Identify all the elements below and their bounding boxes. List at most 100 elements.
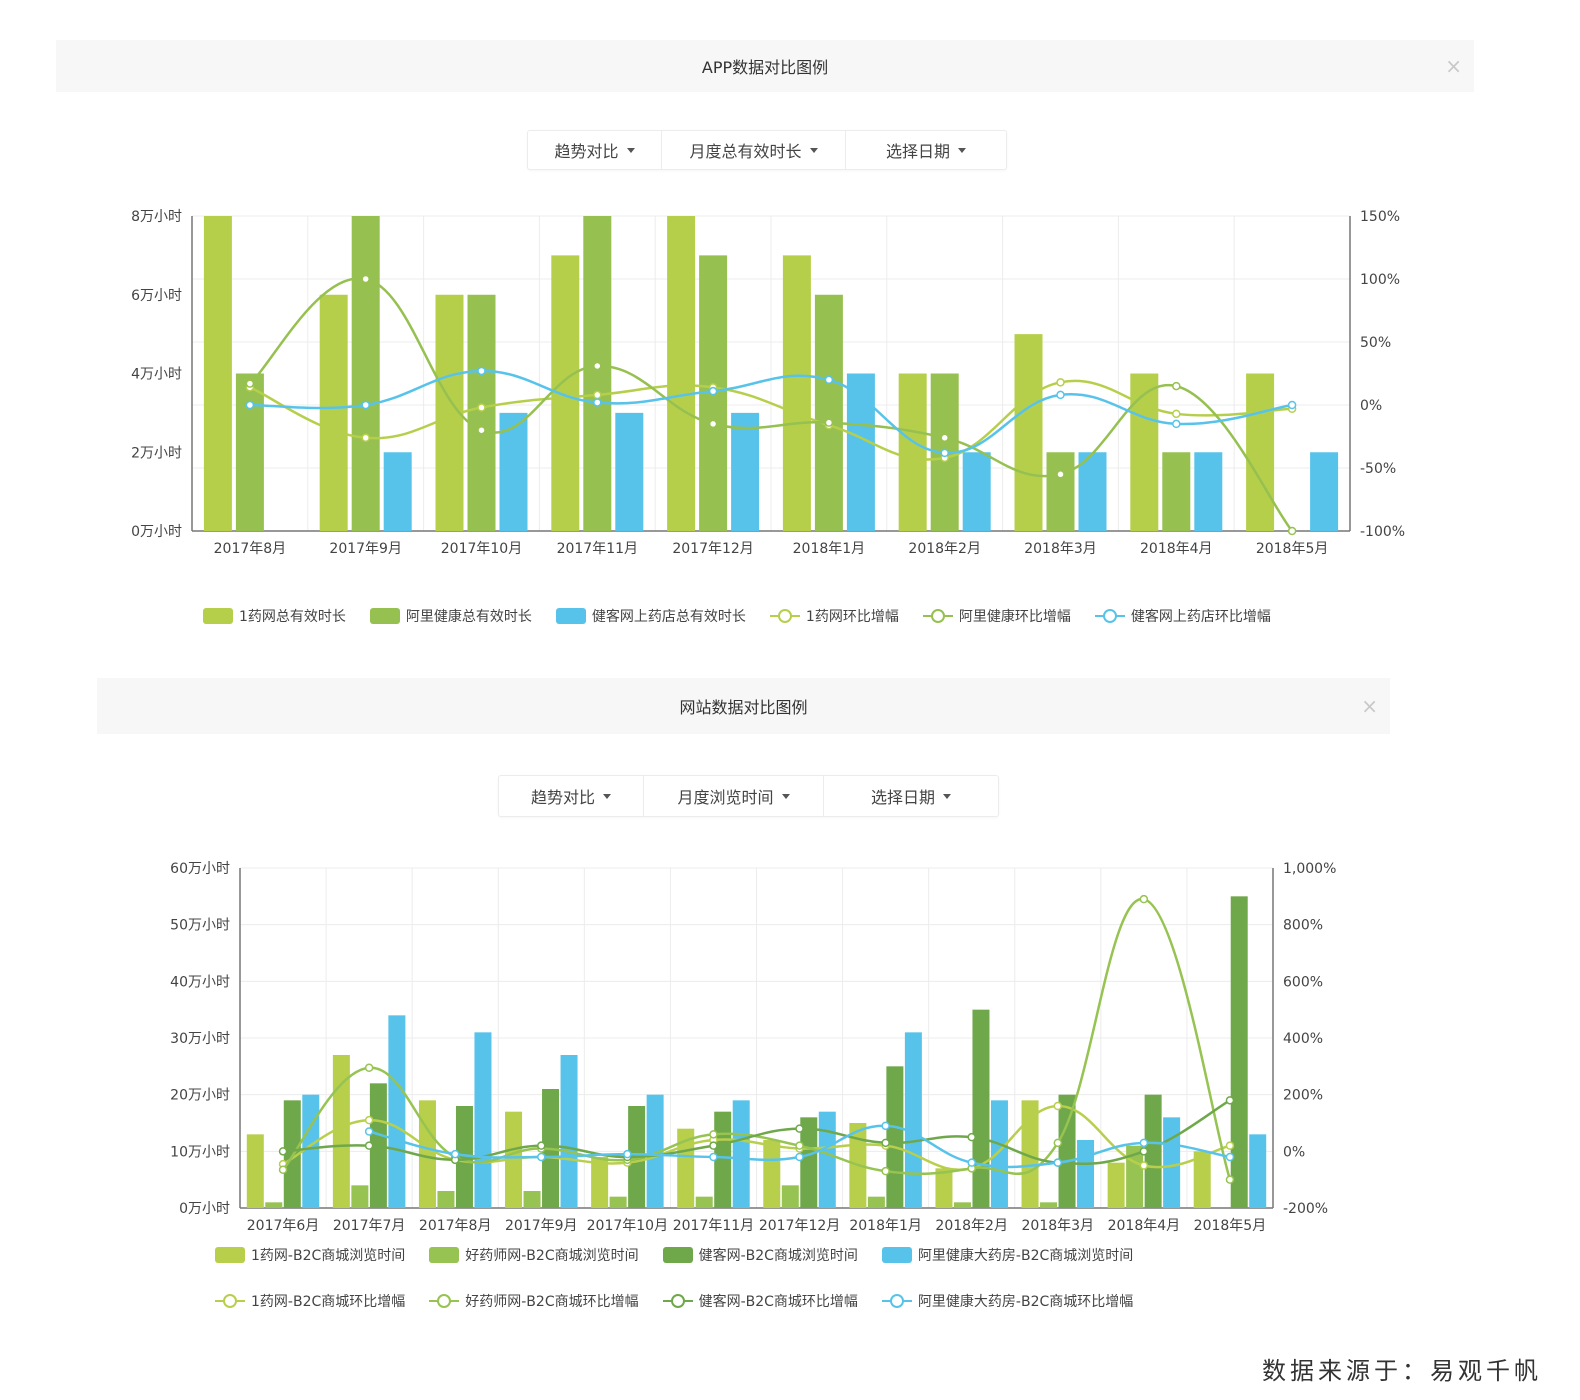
data-point[interactable]	[623, 1149, 632, 1159]
data-point[interactable]	[967, 1158, 976, 1167]
bar[interactable]	[1040, 1202, 1058, 1208]
data-point[interactable]	[245, 400, 255, 410]
bar[interactable]	[437, 1191, 455, 1208]
data-point[interactable]	[477, 403, 486, 412]
data-point[interactable]	[1172, 409, 1181, 419]
bar[interactable]	[898, 373, 927, 532]
data-point[interactable]	[278, 1165, 288, 1174]
data-point[interactable]	[795, 1152, 804, 1162]
bar[interactable]	[1163, 1117, 1181, 1208]
data-point[interactable]	[477, 366, 486, 376]
legend-item[interactable]: 1药网-B2C商城浏览时间	[215, 1245, 405, 1265]
data-point[interactable]	[361, 274, 370, 284]
legend-item[interactable]: 健客网-B2C商城环比增幅	[662, 1291, 858, 1311]
bar[interactable]	[1046, 452, 1075, 531]
data-point[interactable]	[824, 418, 834, 427]
bar[interactable]	[560, 1055, 578, 1208]
bar[interactable]	[319, 294, 348, 531]
legend-item[interactable]: 健客网上药店环比增幅	[1094, 606, 1271, 626]
trend-compare-dropdown[interactable]: 趋势对比	[528, 131, 662, 169]
data-point[interactable]	[881, 1166, 890, 1176]
bar[interactable]	[1194, 452, 1223, 531]
data-point[interactable]	[1053, 1101, 1063, 1111]
data-point[interactable]	[361, 400, 370, 410]
bar[interactable]	[467, 294, 496, 531]
data-point[interactable]	[364, 1127, 374, 1136]
data-point[interactable]	[1225, 1096, 1235, 1105]
bar[interactable]	[351, 1185, 369, 1208]
bar[interactable]	[1246, 373, 1275, 532]
data-point[interactable]	[1053, 1138, 1063, 1148]
bar[interactable]	[695, 1196, 713, 1208]
bar[interactable]	[203, 216, 232, 531]
legend-item[interactable]: 阿里健康总有效时长	[369, 606, 532, 626]
data-point[interactable]	[364, 1141, 374, 1150]
bar[interactable]	[714, 1111, 732, 1208]
legend-item[interactable]: 阿里健康大药房-B2C商城环比增幅	[881, 1291, 1133, 1311]
bar[interactable]	[1021, 1100, 1039, 1208]
data-point[interactable]	[1139, 894, 1149, 904]
data-point[interactable]	[361, 433, 370, 443]
bar[interactable]	[1058, 1094, 1076, 1208]
legend-item[interactable]: 健客网-B2C商城浏览时间	[662, 1245, 858, 1265]
legend-item[interactable]: 好药师网-B2C商城浏览时间	[429, 1245, 639, 1265]
metric-dropdown[interactable]: 月度总有效时长	[662, 131, 846, 169]
data-point[interactable]	[1139, 1147, 1149, 1156]
bar[interactable]	[763, 1140, 781, 1208]
bar[interactable]	[846, 373, 875, 532]
data-point[interactable]	[1139, 1138, 1149, 1148]
close-icon[interactable]: ×	[1445, 54, 1462, 78]
data-point[interactable]	[1225, 1175, 1235, 1184]
data-point[interactable]	[795, 1124, 804, 1133]
data-point[interactable]	[1056, 470, 1065, 479]
data-point[interactable]	[593, 361, 602, 371]
data-point[interactable]	[708, 419, 718, 429]
metric-dropdown[interactable]: 月度浏览时间	[644, 776, 824, 816]
data-point[interactable]	[881, 1138, 890, 1148]
bar[interactable]	[351, 216, 380, 531]
bar[interactable]	[886, 1066, 904, 1208]
data-point[interactable]	[1139, 1161, 1149, 1170]
data-point[interactable]	[1053, 1158, 1063, 1167]
data-point[interactable]	[708, 386, 718, 396]
bar[interactable]	[383, 452, 412, 531]
data-point[interactable]	[477, 425, 486, 435]
data-point[interactable]	[1056, 390, 1065, 400]
data-point[interactable]	[537, 1152, 546, 1162]
legend-item[interactable]: 阿里健康环比增幅	[922, 606, 1071, 626]
data-point[interactable]	[967, 1132, 976, 1142]
data-point[interactable]	[245, 379, 255, 388]
legend-item[interactable]: 阿里健康大药房-B2C商城浏览时间	[881, 1245, 1133, 1265]
bar[interactable]	[1249, 1134, 1267, 1208]
bar[interactable]	[1078, 452, 1107, 531]
date-select-dropdown[interactable]: 选择日期	[824, 776, 998, 816]
bar[interactable]	[732, 1100, 750, 1208]
bar[interactable]	[615, 412, 644, 531]
data-point[interactable]	[1172, 381, 1181, 391]
bar[interactable]	[388, 1015, 406, 1208]
bar[interactable]	[455, 1106, 473, 1208]
data-point[interactable]	[940, 433, 949, 443]
bar[interactable]	[609, 1196, 627, 1208]
data-point[interactable]	[709, 1130, 718, 1139]
bar[interactable]	[523, 1191, 541, 1208]
bar[interactable]	[818, 1111, 836, 1208]
bar[interactable]	[1077, 1140, 1095, 1208]
bar[interactable]	[731, 412, 760, 531]
data-point[interactable]	[1287, 526, 1297, 536]
bar[interactable]	[235, 373, 264, 532]
bar[interactable]	[246, 1134, 264, 1208]
bar[interactable]	[677, 1128, 695, 1208]
data-point[interactable]	[278, 1147, 288, 1156]
data-point[interactable]	[1287, 400, 1297, 410]
data-point[interactable]	[881, 1121, 890, 1131]
bar[interactable]	[265, 1202, 283, 1208]
bar[interactable]	[1144, 1094, 1162, 1208]
bar[interactable]	[962, 452, 991, 531]
bar[interactable]	[781, 1185, 799, 1208]
bar[interactable]	[332, 1055, 350, 1208]
data-point[interactable]	[1056, 378, 1065, 387]
bar[interactable]	[800, 1117, 818, 1208]
legend-item[interactable]: 好药师网-B2C商城环比增幅	[429, 1291, 639, 1311]
data-point[interactable]	[940, 448, 949, 458]
